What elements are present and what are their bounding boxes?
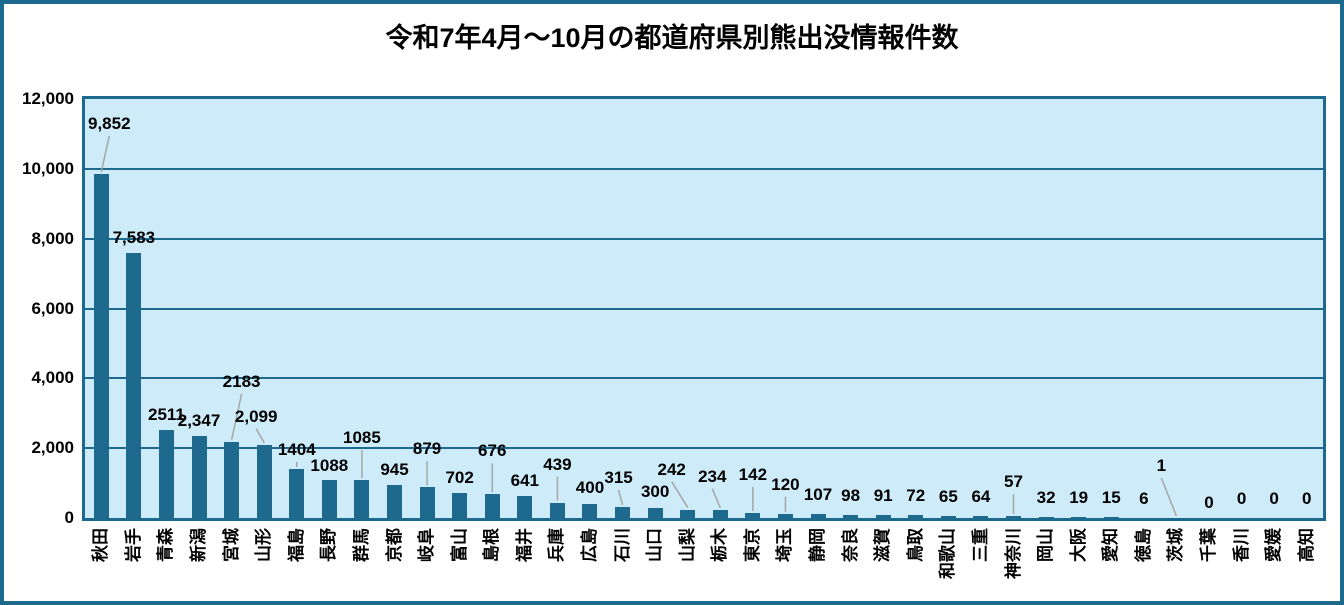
bar-value-label: 2,099: [234, 406, 278, 426]
bar: [224, 441, 240, 518]
bar-value-label: 91: [873, 485, 893, 505]
bar: [256, 444, 272, 518]
bar: [452, 493, 468, 518]
y-axis-label: 10,000: [22, 158, 74, 178]
y-axis-label: 6,000: [31, 298, 74, 318]
bar: [582, 504, 598, 518]
bar-value-label: 242: [657, 459, 686, 479]
bar: [712, 509, 728, 518]
bar-value-label: 439: [543, 454, 572, 474]
bar: [387, 485, 402, 518]
bar-value-label: 142: [738, 465, 768, 485]
y-axis-label: 2,000: [31, 438, 74, 458]
bar: [908, 515, 924, 518]
bar-value-label: 2183: [222, 371, 261, 391]
bar: [745, 513, 761, 518]
bar: [158, 430, 174, 518]
bar-value-label: 315: [604, 468, 633, 487]
bar: [1103, 517, 1119, 518]
y-axis-label: 4,000: [31, 368, 74, 388]
bar-value-label: 945: [380, 460, 409, 479]
bar-value-label: 32: [1036, 487, 1056, 507]
y-axis-label: 0: [64, 508, 74, 527]
bar: [1006, 516, 1021, 518]
bar: [843, 514, 859, 518]
bar-value-label: 7,583: [112, 228, 156, 248]
bar-value-label: 9,852: [88, 114, 131, 133]
bar: [517, 495, 533, 518]
bar-value-label: 64: [971, 486, 991, 506]
leader-line: [617, 489, 624, 506]
gridline: [85, 167, 1323, 170]
bar-value-label: 2511: [147, 405, 185, 425]
bar-value-label: 0: [1301, 489, 1312, 508]
bar-value-label: 6: [1139, 488, 1149, 508]
bar: [1038, 516, 1054, 518]
bar: [126, 253, 142, 518]
bar: [777, 513, 793, 518]
bar-value-label: 400: [575, 478, 605, 498]
leader-line: [1160, 477, 1178, 517]
bar-value-label: 300: [640, 481, 670, 501]
leader-line: [230, 393, 243, 440]
bar-value-label: 1085: [342, 428, 381, 448]
bar-value-label: 1088: [310, 456, 349, 475]
gridline: [85, 307, 1323, 310]
bar-value-label: 19: [1069, 488, 1089, 508]
bar: [940, 515, 956, 518]
bar-value-label: 120: [771, 474, 800, 494]
leader-line: [671, 481, 689, 508]
bar-value-label: 57: [1004, 472, 1023, 491]
bar: [549, 502, 565, 518]
leader-line: [100, 135, 111, 173]
y-axis-label: 12,000: [22, 89, 74, 108]
bar-value-label: 72: [906, 486, 926, 506]
bar-value-label: 65: [938, 486, 958, 506]
gridline: [85, 237, 1323, 240]
bar-value-label: 0: [1236, 489, 1247, 508]
bar-value-label: 676: [478, 441, 507, 461]
bar-value-label: 641: [510, 470, 539, 490]
bar-value-label: 0: [1204, 493, 1214, 512]
bar-value-label: 702: [445, 468, 474, 488]
gridline: [85, 377, 1323, 380]
bar: [1071, 517, 1087, 518]
bar: [973, 515, 989, 518]
bar: [191, 436, 207, 518]
bar: [810, 514, 826, 518]
bar-value-label: 0: [1269, 489, 1279, 508]
bar-value-label: 234: [698, 466, 727, 486]
bar: [419, 487, 435, 518]
bar-value-label: 107: [803, 485, 833, 505]
gridline: [85, 447, 1323, 450]
bar-value-label: 2,347: [177, 411, 221, 431]
bar: [615, 507, 631, 518]
bar: [321, 480, 337, 518]
bar: [289, 468, 305, 518]
chart-title: 令和7年4月〜10月の都道府県別熊出没情報件数: [385, 23, 959, 53]
bar-value-label: 1: [1156, 455, 1167, 475]
leader-line: [711, 488, 721, 509]
bar: [93, 174, 109, 518]
bar: [354, 480, 370, 518]
bar-value-label: 98: [841, 485, 861, 505]
bar: [875, 514, 891, 518]
bar: [647, 507, 663, 518]
bar-value-label: 879: [412, 439, 442, 459]
bar-value-label: 1404: [277, 439, 316, 459]
y-axis-label: 8,000: [31, 228, 74, 248]
bar-value-label: 15: [1101, 488, 1121, 508]
leader-line: [255, 428, 265, 444]
bar: [680, 509, 696, 518]
bar: [484, 494, 500, 518]
